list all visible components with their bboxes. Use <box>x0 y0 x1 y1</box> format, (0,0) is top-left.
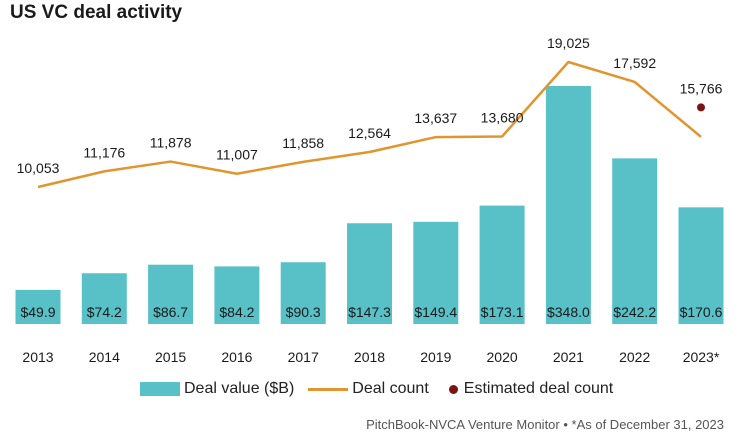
legend-item-deal-value: Deal value ($B) <box>140 380 294 398</box>
chart: $49.9 2013 $74.2 2014 $86.7 2015 $84.2 2016 $90.… <box>15 35 724 365</box>
legend-swatch-bar <box>140 382 180 396</box>
estimated-deal-count-point <box>697 103 705 112</box>
x-tick-label: 2020 <box>487 349 518 365</box>
deal-count-label: 19,025 <box>547 35 590 51</box>
estimated-deal-count-label: 15,766 <box>680 80 723 96</box>
bar-value-label: $242.2 <box>613 304 656 320</box>
x-tick-label: 2021 <box>553 349 584 365</box>
deal-count-label: 13,680 <box>481 109 524 125</box>
bar <box>148 264 194 324</box>
bar <box>214 266 260 324</box>
bar <box>678 207 724 324</box>
legend-swatch-line <box>308 387 349 391</box>
legend-label-deal-count: Deal count <box>352 380 429 397</box>
bar-value-label: $84.2 <box>219 304 254 320</box>
x-tick-label: 2013 <box>22 349 53 365</box>
deal-count-label: 11,176 <box>83 144 125 160</box>
bar-value-label: $173.1 <box>481 304 524 320</box>
deal-count-label: 17,592 <box>613 55 656 71</box>
bar <box>15 289 61 324</box>
deal-count-label: 11,878 <box>150 135 192 151</box>
x-tick-label: 2018 <box>354 349 385 365</box>
bar-value-label: $90.3 <box>286 304 321 320</box>
bar <box>280 262 326 324</box>
x-tick-label: 2014 <box>89 349 120 365</box>
deal-count-label: 11,858 <box>282 135 324 151</box>
x-tick-label: 2019 <box>420 349 451 365</box>
bar-value-label: $147.3 <box>348 304 391 320</box>
x-tick-label: 2017 <box>288 349 319 365</box>
bar <box>81 273 127 324</box>
deal-count-label: 10,053 <box>17 160 60 176</box>
source-note: PitchBook-NVCA Venture Monitor • *As of … <box>366 417 724 432</box>
x-tick-label: 2015 <box>155 349 186 365</box>
chart-title: US VC deal activity <box>10 2 183 23</box>
legend: Deal value ($B) Deal count Estimated dea… <box>140 380 627 398</box>
deal-count-label: 13,637 <box>414 110 457 126</box>
bar <box>479 205 525 324</box>
bar-value-label: $49.9 <box>20 304 55 320</box>
legend-item-deal-count: Deal count <box>308 380 429 398</box>
x-tick-label: 2023* <box>683 349 720 365</box>
bar-value-label: $348.0 <box>547 304 590 320</box>
deal-count-label: 11,007 <box>216 147 258 163</box>
bar <box>545 86 591 324</box>
bar-value-label: $170.6 <box>680 304 723 320</box>
legend-label-estimated: Estimated deal count <box>463 380 614 397</box>
bar-value-label: $149.4 <box>414 304 457 320</box>
legend-label-deal-value: Deal value ($B) <box>184 380 295 397</box>
x-tick-label: 2022 <box>619 349 650 365</box>
bar <box>413 221 459 324</box>
x-tick-label: 2016 <box>221 349 252 365</box>
bar-value-label: $86.7 <box>153 304 188 320</box>
deal-count-label: 12,564 <box>348 125 391 141</box>
legend-swatch-dot <box>448 384 458 394</box>
legend-item-estimated: Estimated deal count <box>443 380 613 398</box>
deal-count-line <box>37 60 702 189</box>
bar <box>612 158 658 324</box>
bar-value-label: $74.2 <box>87 304 122 320</box>
bar <box>347 223 392 324</box>
